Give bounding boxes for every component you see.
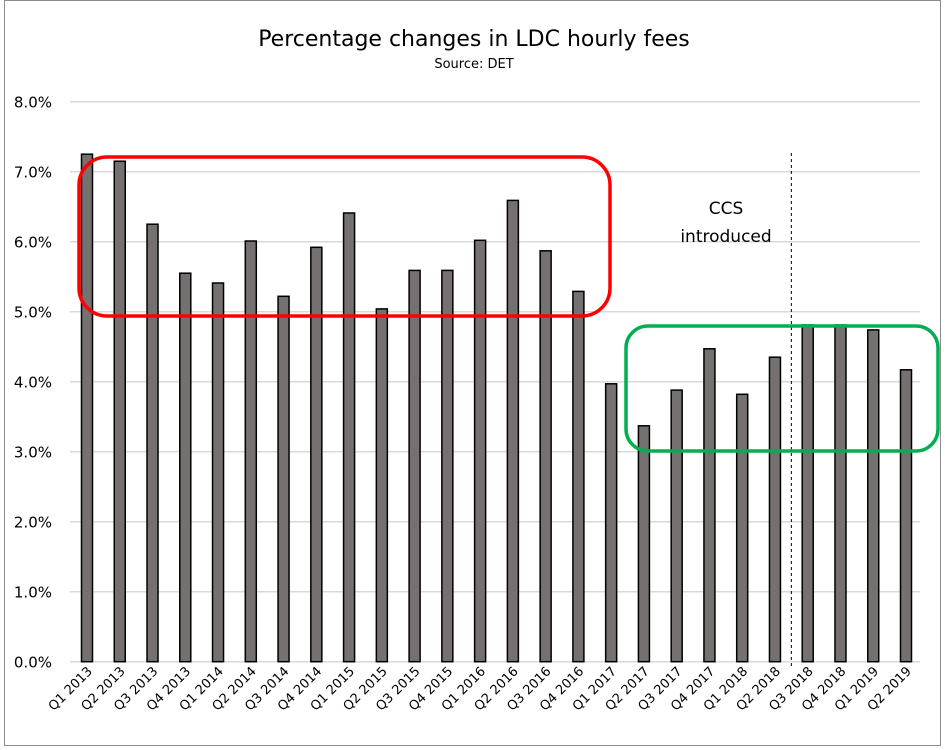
y-tick-label: 1.0% bbox=[14, 584, 52, 602]
bar-q3-2015 bbox=[408, 269, 421, 663]
bar-q2-2014 bbox=[244, 240, 258, 663]
y-tick-label: 5.0% bbox=[14, 304, 52, 322]
bar-q2-2016 bbox=[506, 199, 520, 663]
bar-q1-2017 bbox=[604, 383, 618, 663]
bar-q4-2016 bbox=[572, 290, 585, 663]
bar-q4-2013 bbox=[179, 272, 192, 663]
bar-q3-2014 bbox=[277, 295, 290, 663]
y-tick-label: 0.0% bbox=[14, 654, 52, 672]
bar-q1-2019 bbox=[866, 329, 880, 663]
chart-title: Percentage changes in LDC hourly fees bbox=[258, 27, 690, 52]
bar-q4-2014 bbox=[310, 246, 323, 663]
bar-q4-2017 bbox=[703, 348, 716, 663]
y-tick-label: 6.0% bbox=[14, 234, 52, 252]
bar-q1-2016 bbox=[473, 239, 487, 663]
y-tick-label: 8.0% bbox=[14, 94, 52, 112]
chart-subtitle: Source: DET bbox=[434, 57, 513, 72]
bar-q3-2013 bbox=[146, 223, 159, 663]
bar-q2-2018 bbox=[768, 356, 782, 663]
bar-q1-2013 bbox=[80, 153, 94, 663]
bar-q1-2014 bbox=[211, 282, 225, 663]
y-tick-label: 7.0% bbox=[14, 164, 52, 182]
bar-q2-2013 bbox=[113, 160, 127, 663]
bar-q2-2015 bbox=[375, 308, 389, 663]
y-tick-label: 4.0% bbox=[14, 374, 52, 392]
bar-q2-2017 bbox=[637, 425, 651, 663]
y-tick-label: 3.0% bbox=[14, 444, 52, 462]
ccs-annotation-text: introduced bbox=[680, 227, 771, 247]
y-tick-label: 2.0% bbox=[14, 514, 52, 532]
bar-q4-2015 bbox=[441, 269, 454, 663]
bar-q1-2018 bbox=[735, 393, 749, 663]
green-highlight-box bbox=[624, 324, 940, 453]
ccs-annotation-text: CCS bbox=[709, 199, 744, 219]
bar-q1-2015 bbox=[342, 212, 356, 663]
bar-q3-2016 bbox=[539, 250, 552, 663]
bar-q4-2018 bbox=[834, 324, 847, 663]
chart-frame bbox=[4, 0, 941, 746]
red-highlight-box bbox=[77, 155, 612, 318]
bar-q3-2018 bbox=[801, 324, 814, 663]
bar-q3-2017 bbox=[670, 389, 683, 663]
bar-q2-2019 bbox=[899, 369, 913, 663]
